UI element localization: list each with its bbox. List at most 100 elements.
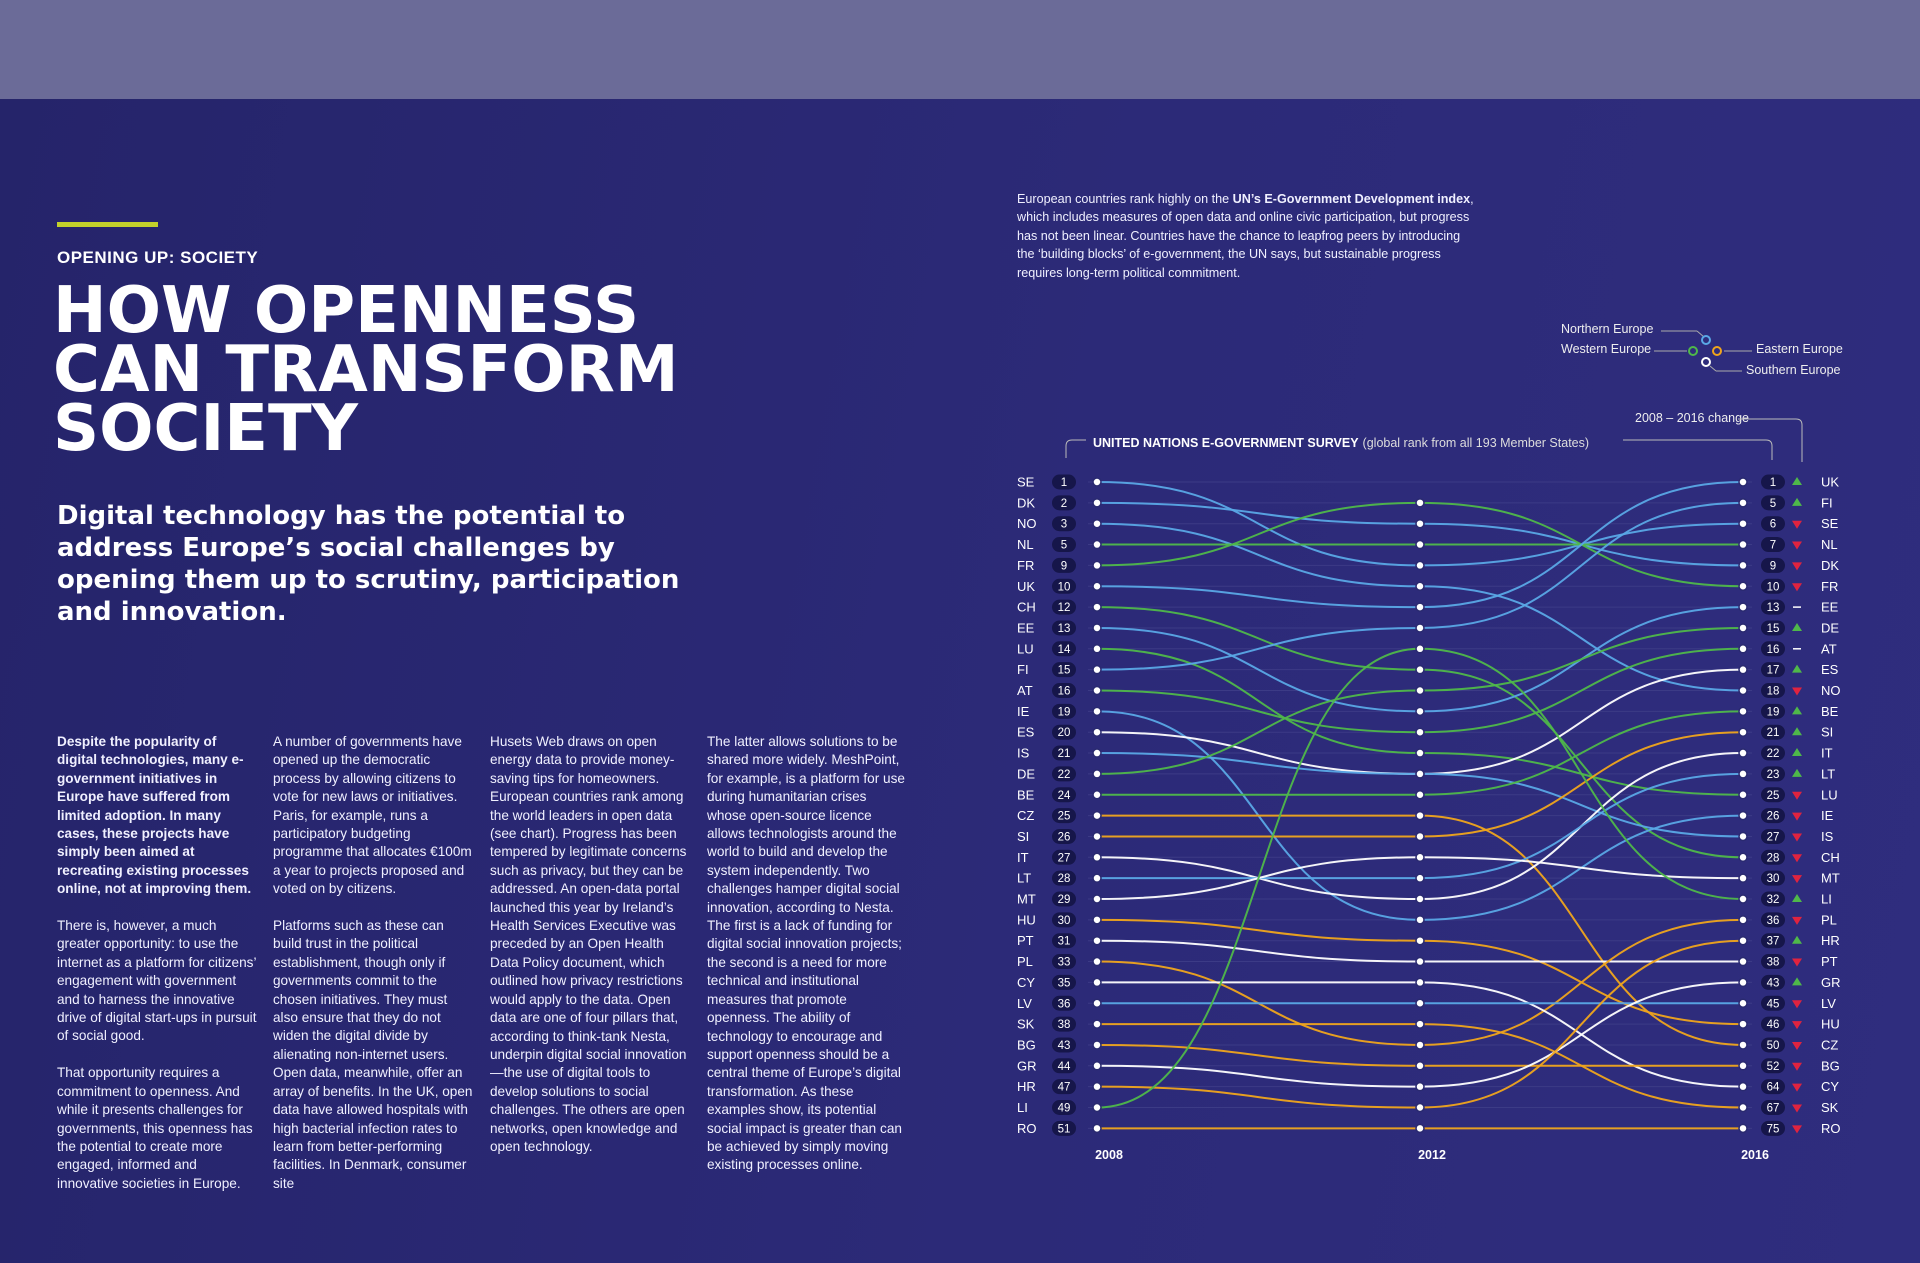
right-rank-label: 67 <box>1767 1103 1780 1115</box>
left-country-label: BE <box>1017 787 1035 802</box>
legend-leader-southern <box>1709 365 1717 372</box>
left-country-label: SK <box>1017 1017 1035 1032</box>
col2-paragraph-1: A number of governments have opened up t… <box>273 734 472 897</box>
rank-pill <box>1761 891 1785 907</box>
right-rank-label: 27 <box>1767 831 1780 843</box>
legend-western-marker <box>1688 346 1698 356</box>
left-rank-label: 20 <box>1058 727 1071 739</box>
rank-pill <box>1761 557 1785 573</box>
left-country-label: IE <box>1017 704 1030 719</box>
rank-pill <box>1761 1058 1785 1074</box>
rank-pill <box>1761 1079 1785 1095</box>
point-cz-2016 <box>1738 1040 1748 1050</box>
change-up-icon <box>1792 497 1802 506</box>
rank-pill <box>1052 703 1076 719</box>
rank-pill <box>1761 662 1785 678</box>
left-country-label: RO <box>1017 1121 1037 1136</box>
top-bar <box>0 0 1920 99</box>
point-dk-2012 <box>1415 518 1425 529</box>
body-column-4: The latter allows solutions to be shared… <box>707 733 907 1193</box>
rank-pill <box>1052 683 1076 698</box>
left-rank-label: 12 <box>1058 602 1071 614</box>
change-up-icon <box>1792 664 1802 673</box>
right-rank-label: 52 <box>1767 1061 1780 1073</box>
point-pl-2008 <box>1092 956 1102 967</box>
right-rank-label: 25 <box>1767 790 1780 802</box>
rank-pill <box>1052 912 1076 928</box>
headline-line-3: SOCIETY <box>53 392 358 466</box>
point-se-2008 <box>1092 477 1102 487</box>
rank-pill <box>1761 1016 1785 1032</box>
right-country-label: MT <box>1821 871 1840 886</box>
change-down-icon <box>1792 1021 1802 1030</box>
right-rank-label: 28 <box>1767 852 1780 864</box>
title-bracket <box>1065 418 1803 462</box>
left-rank-label: 5 <box>1061 540 1067 552</box>
right-rank-label: 18 <box>1767 686 1780 698</box>
right-country-label: IE <box>1821 808 1834 823</box>
right-rank-label: 43 <box>1767 977 1780 989</box>
point-lt-2012 <box>1415 873 1425 883</box>
change-down-icon <box>1792 791 1802 800</box>
series-line-si <box>1097 731 1744 838</box>
point-be-2012 <box>1415 790 1425 800</box>
rank-pill <box>1761 1037 1785 1053</box>
series-line-cz <box>1096 814 1744 1046</box>
series-line-lt <box>1096 772 1744 880</box>
left-country-label: HR <box>1017 1079 1036 1094</box>
rank-pill <box>1052 995 1076 1011</box>
right-country-label: UK <box>1821 475 1839 490</box>
point-si-2016 <box>1738 727 1748 737</box>
point-dk-2008 <box>1092 498 1102 508</box>
point-sk-2016 <box>1738 1102 1748 1113</box>
point-ch-2016 <box>1738 852 1748 863</box>
left-rank-label: 47 <box>1058 1082 1071 1094</box>
rank-pill <box>1052 578 1076 594</box>
rank-pill <box>1052 870 1076 886</box>
right-country-label: CY <box>1821 1079 1839 1094</box>
left-rank-label: 25 <box>1058 811 1071 823</box>
point-is-2016 <box>1738 831 1748 842</box>
change-down-icon <box>1792 520 1802 529</box>
point-hu-2012 <box>1415 935 1425 946</box>
point-bg-2008 <box>1092 1040 1102 1050</box>
left-country-label: HU <box>1017 912 1036 927</box>
point-lt-2016 <box>1738 769 1748 779</box>
left-rank-label: 31 <box>1058 936 1071 948</box>
change-down-icon <box>1792 1125 1802 1134</box>
rank-pill <box>1052 641 1076 657</box>
point-it-2008 <box>1092 852 1102 863</box>
left-country-label: GR <box>1017 1058 1037 1073</box>
right-rank-label: 26 <box>1767 811 1780 823</box>
rank-pill <box>1052 808 1076 824</box>
change-down-icon <box>1792 687 1802 696</box>
left-rank-label: 24 <box>1058 790 1071 802</box>
right-rank-label: 10 <box>1767 581 1780 593</box>
left-country-label: LV <box>1017 996 1032 1011</box>
left-rank-label: 14 <box>1058 644 1071 656</box>
left-country-label: DE <box>1017 766 1035 781</box>
rank-pill <box>1761 1120 1785 1136</box>
left-rank-label: 16 <box>1058 686 1071 698</box>
left-country-label: IS <box>1017 746 1030 761</box>
series-line-hu <box>1096 918 1744 1026</box>
left-rank-label: 3 <box>1061 519 1067 531</box>
change-down-icon <box>1792 1000 1802 1009</box>
rank-pill <box>1761 599 1785 615</box>
legend-graphic <box>1654 330 1752 372</box>
point-fr-2016 <box>1738 581 1748 591</box>
right-rank-label: 19 <box>1767 706 1780 718</box>
right-country-label: CZ <box>1821 1037 1838 1052</box>
legend-southern: Southern Europe <box>1746 363 1841 377</box>
rank-pill <box>1052 1079 1076 1095</box>
year-markers <box>1092 477 1748 1134</box>
left-country-label: MT <box>1017 892 1036 907</box>
point-ie-2012 <box>1415 915 1425 925</box>
left-rank-label: 10 <box>1058 581 1071 593</box>
gridlines <box>1088 481 1752 1129</box>
left-country-label: NL <box>1017 537 1034 552</box>
rank-pill <box>1052 557 1076 573</box>
left-rank-label: 49 <box>1058 1103 1071 1115</box>
right-rank-label: 17 <box>1767 665 1780 677</box>
right-rank-label: 46 <box>1767 1019 1780 1031</box>
